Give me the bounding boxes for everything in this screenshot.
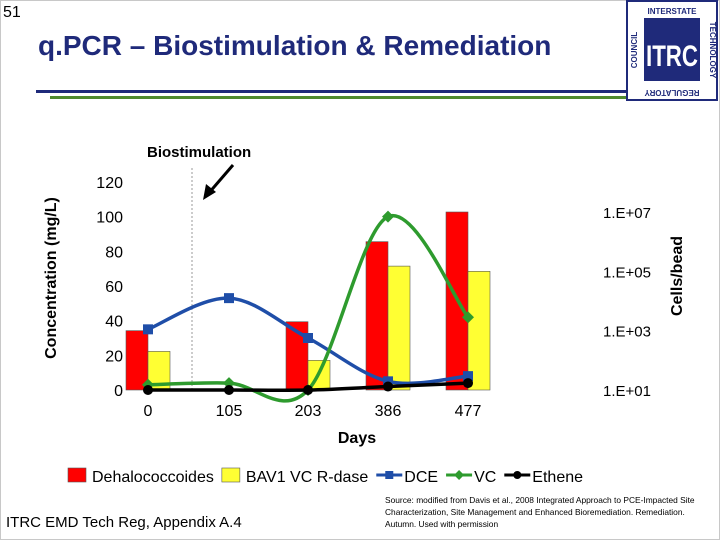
y-tick-label: 120 [96, 175, 123, 192]
point-ethene [463, 378, 473, 389]
legend-label-dce: DCE [404, 469, 438, 486]
bar-dehalococcoides [125, 330, 149, 391]
x-tick-label: 0 [144, 403, 153, 420]
legend-marker-ethene [513, 471, 522, 479]
logo-ring-right: TECHNOLOGY [708, 22, 717, 79]
point-ethene [143, 385, 153, 395]
y-tick-label: 80 [105, 244, 123, 261]
y2-tick-label: 1.E+01 [603, 383, 651, 400]
biostimulation-arrow-head [203, 184, 216, 200]
y2-axis-title: Cells/bead [669, 236, 686, 316]
point-dce [383, 376, 393, 387]
y-tick-label: 100 [96, 210, 123, 227]
y2-tick-label: 1.E+05 [603, 264, 651, 281]
point-dce [303, 333, 313, 343]
itrc-logo: ITRC INTERSTATE TECHNOLOGY REGULATORY CO… [626, 0, 718, 101]
title-rule-green [50, 96, 626, 99]
biostimulation-label: Biostimulation [147, 144, 251, 161]
point-ethene [383, 381, 393, 392]
legend-label-bav1-vc-r-dase: BAV1 VC R-dase [246, 469, 369, 486]
bar-bav1-vc-r-dase [387, 265, 411, 391]
slide-title: q.PCR – Biostimulation & Remediation [38, 30, 552, 61]
footer-source: Source: modified from Davis et al., 2008… [385, 495, 695, 529]
x-tick-label: 105 [216, 403, 243, 420]
logo-ring-top: INTERSTATE [647, 7, 697, 16]
y-tick-label: 40 [105, 314, 123, 331]
point-ethene [224, 385, 234, 395]
point-dce [224, 293, 234, 304]
line-vc [147, 213, 470, 403]
y-axis-title: Concentration (mg/L) [43, 197, 60, 359]
legend-label-vc: VC [474, 469, 496, 486]
y2-tick-label: 1.E+07 [603, 205, 651, 222]
logo-ring-bottom: REGULATORY [644, 88, 700, 97]
point-ethene [303, 385, 313, 395]
x-tick-label: 477 [455, 403, 482, 420]
logo-letters: ITRC [646, 40, 698, 73]
bar-dehalococcoides [365, 241, 389, 391]
legend-marker-dce [385, 471, 394, 479]
title-rule-blue [36, 90, 626, 93]
footer-reference: ITRC EMD Tech Reg, Appendix A.4 [6, 514, 242, 531]
y-tick-label: 0 [114, 383, 123, 400]
y2-tick-label: 1.E+03 [603, 324, 651, 341]
point-dce [143, 324, 153, 335]
legend-label-dehalococcoides: Dehalococcoides [92, 469, 214, 486]
legend-swatch-bav1-vc-r-dase [221, 467, 241, 483]
legend-swatch-dehalococcoides [67, 467, 87, 483]
point-vc [462, 311, 474, 324]
x-tick-label: 386 [375, 403, 402, 420]
x-tick-label: 203 [295, 403, 322, 420]
legend-marker-vc [454, 470, 465, 480]
logo-ring-left: COUNCIL [630, 32, 639, 69]
legend-label-ethene: Ethene [532, 469, 583, 486]
x-axis-title: Days [338, 430, 376, 447]
y-tick-label: 60 [105, 279, 123, 296]
point-dce [463, 371, 473, 382]
bar-bav1-vc-r-dase [467, 271, 491, 391]
slide-number: 51 [3, 4, 21, 21]
point-vc [382, 210, 394, 223]
y-tick-label: 20 [105, 348, 123, 365]
